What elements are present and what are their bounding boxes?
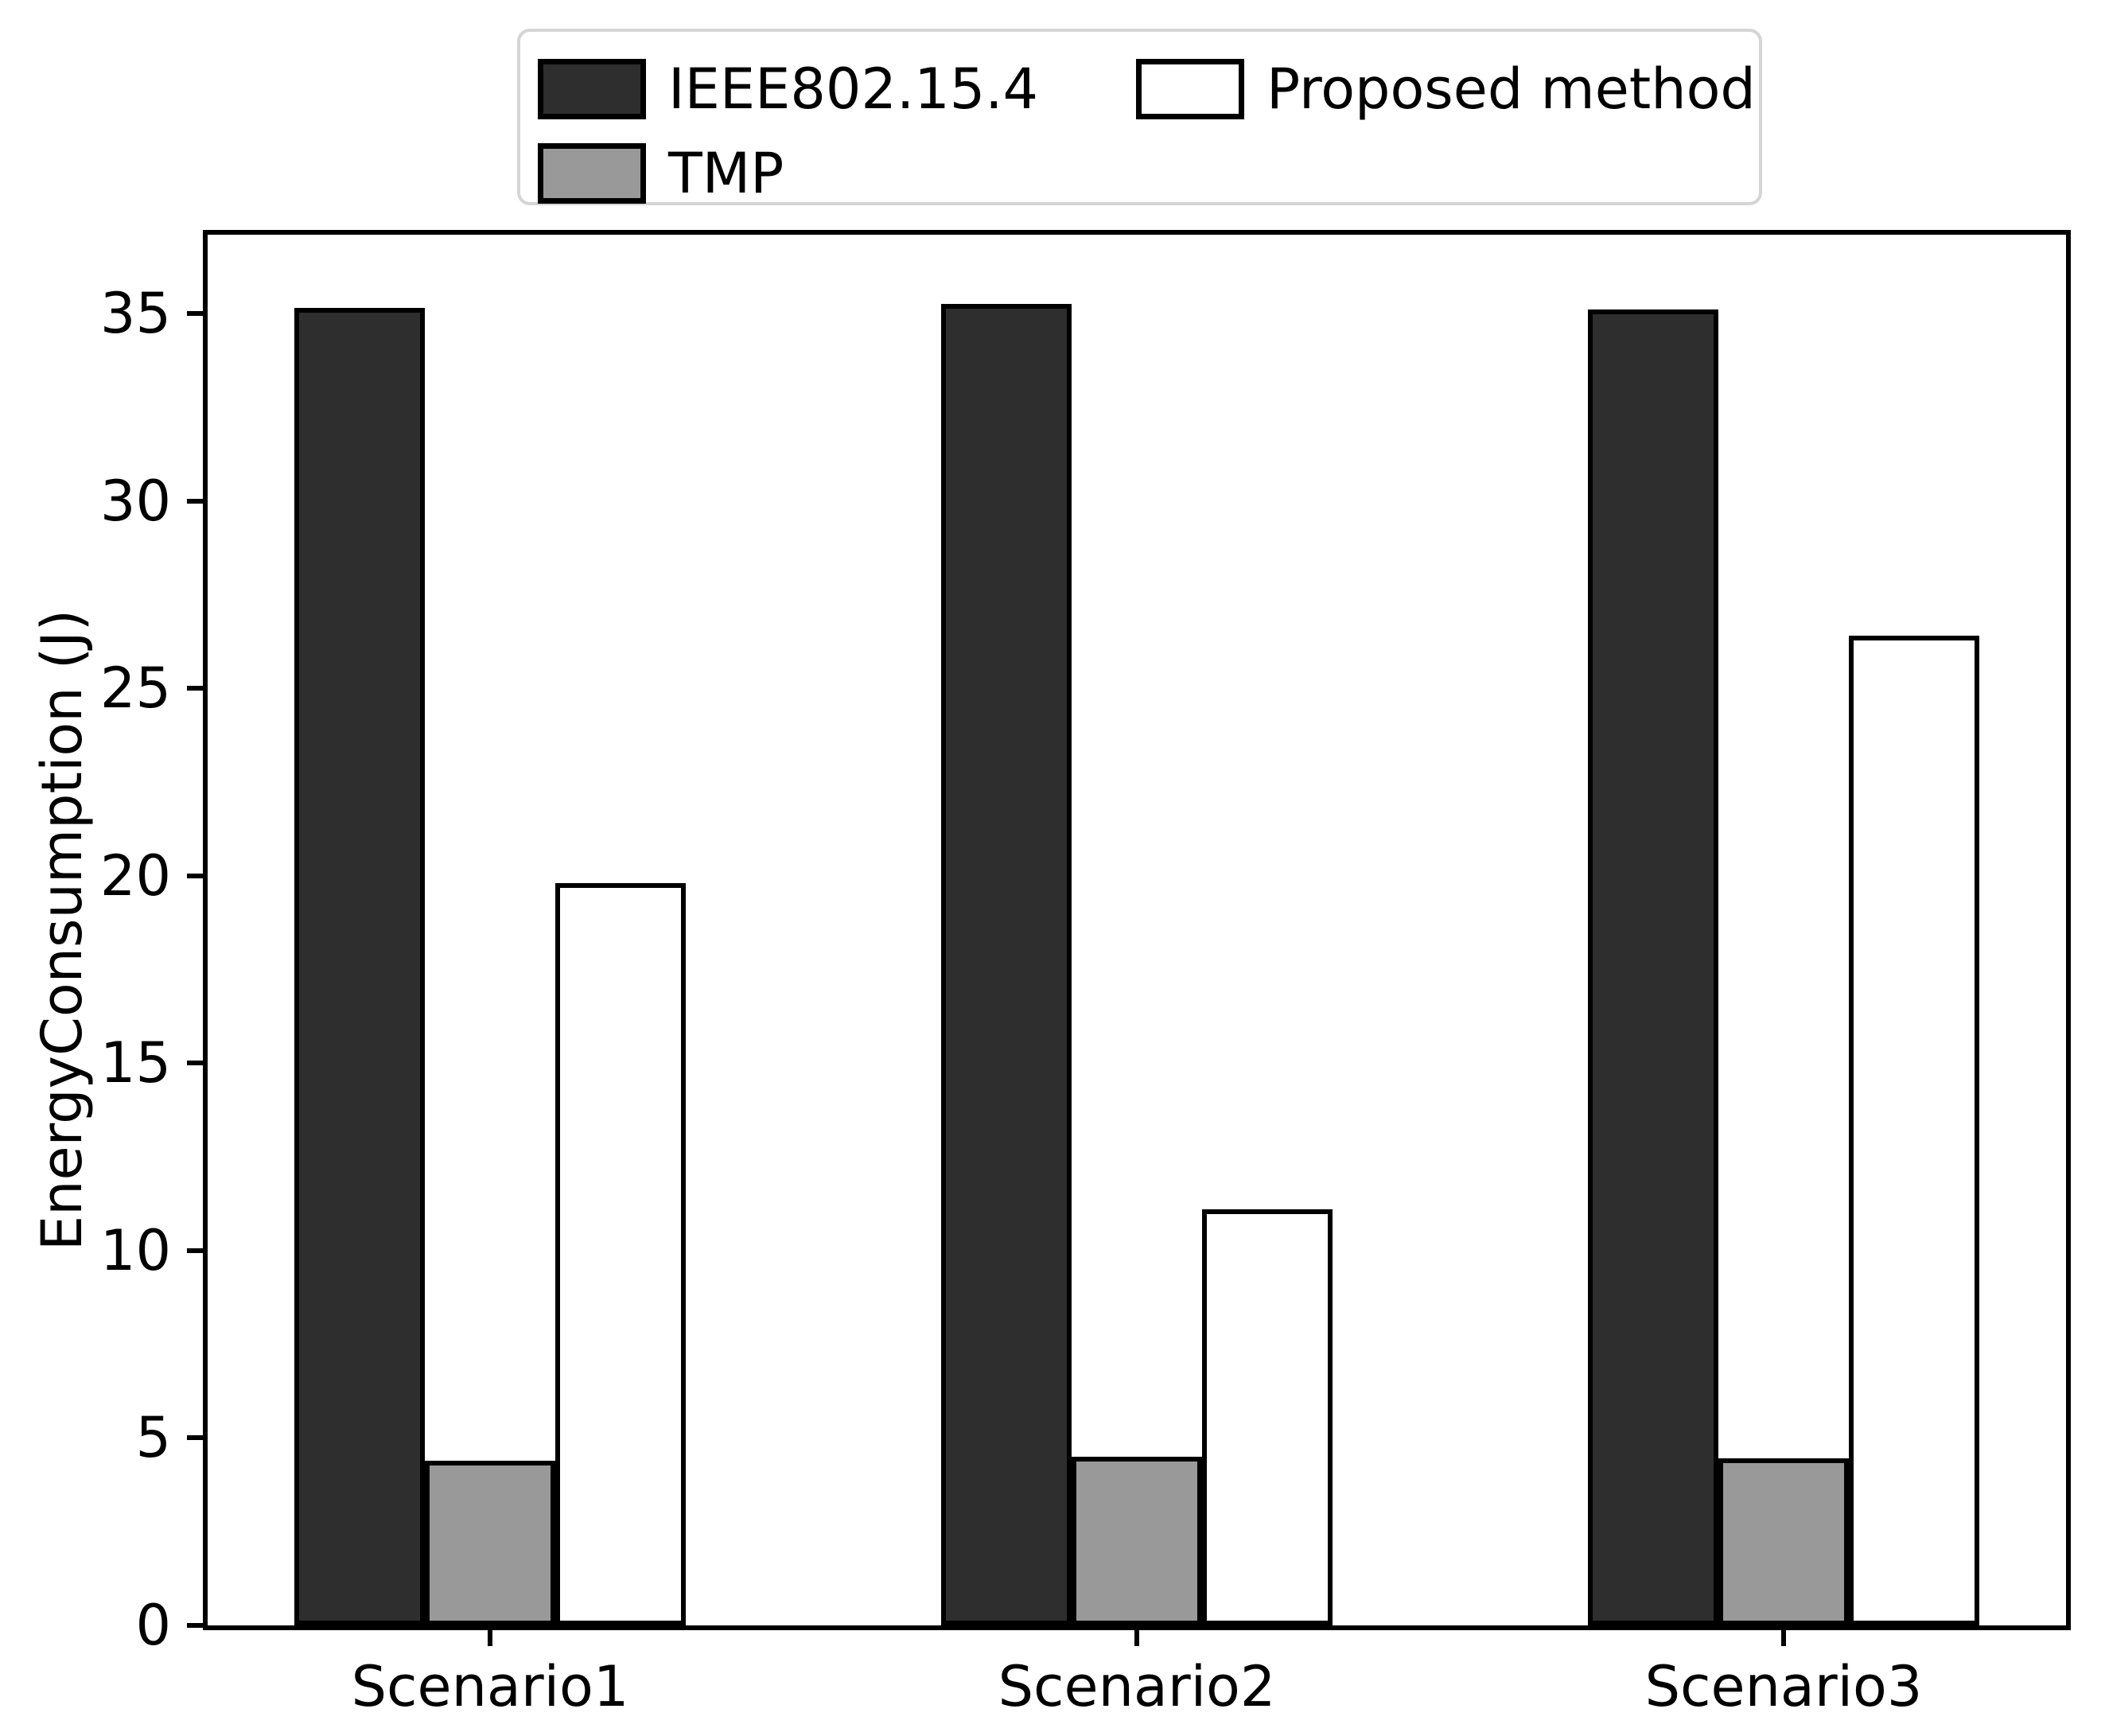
- bar-group-scenario3: [1587, 309, 1979, 1625]
- y-tick-label: 30: [99, 469, 171, 534]
- legend: IEEE802.15.4 TMP Proposed method: [517, 29, 1762, 205]
- legend-label: Proposed method: [1267, 56, 1756, 122]
- y-tick-label: 15: [99, 1030, 171, 1096]
- y-tick-mark: [187, 1248, 203, 1253]
- x-tick-label-scenario3: Scenario3: [1644, 1654, 1923, 1719]
- y-tick-label: 5: [135, 1405, 171, 1470]
- bar-scenario2-tmp: [1072, 1457, 1202, 1625]
- y-tick-mark: [187, 1435, 203, 1440]
- y-tick-label: 35: [99, 281, 171, 346]
- y-tick-mark: [187, 686, 203, 691]
- bar-scenario1-ieee802-15-4: [294, 308, 426, 1625]
- plot-area: [208, 235, 2066, 1625]
- bar-group-scenario1: [294, 308, 687, 1625]
- x-tick-label-scenario2: Scenario2: [998, 1654, 1276, 1719]
- x-tick-label-scenario1: Scenario1: [351, 1654, 629, 1719]
- bar-scenario2-ieee802-15-4: [941, 304, 1072, 1625]
- bar-scenario1-tmp: [425, 1461, 556, 1625]
- bar-group-scenario2: [941, 304, 1333, 1625]
- y-tick-label: 20: [99, 843, 171, 909]
- bar-scenario3-ieee802-15-4: [1587, 309, 1718, 1625]
- y-tick-mark: [187, 1061, 203, 1065]
- bar-scenario2-proposed-method: [1202, 1209, 1333, 1625]
- x-tick-mark: [1134, 1630, 1139, 1646]
- legend-label: IEEE802.15.4: [668, 56, 1039, 122]
- y-tick-mark: [187, 311, 203, 316]
- y-tick-label: 10: [99, 1218, 171, 1283]
- legend-swatch: [1136, 59, 1244, 119]
- bar-scenario3-tmp: [1718, 1458, 1849, 1625]
- y-tick-label: 0: [135, 1593, 171, 1658]
- y-tick-mark: [187, 499, 203, 504]
- y-tick-mark: [187, 1623, 203, 1628]
- x-tick-mark: [488, 1630, 492, 1646]
- y-tick-mark: [187, 874, 203, 878]
- x-tick-mark: [1781, 1630, 1786, 1646]
- legend-entry-proposed-method: Proposed method: [1136, 59, 1756, 119]
- y-tick-label: 25: [99, 656, 171, 721]
- bar-scenario3-proposed-method: [1848, 636, 1979, 1625]
- legend-swatch: [538, 143, 646, 204]
- plot-area-border: [203, 230, 2071, 1630]
- legend-label: TMP: [668, 141, 784, 206]
- bar-scenario1-proposed-method: [555, 883, 687, 1625]
- legend-entry-tmp: TMP: [538, 143, 784, 204]
- legend-entry-ieee802-15-4: IEEE802.15.4: [538, 59, 1038, 119]
- legend-swatch: [538, 59, 646, 119]
